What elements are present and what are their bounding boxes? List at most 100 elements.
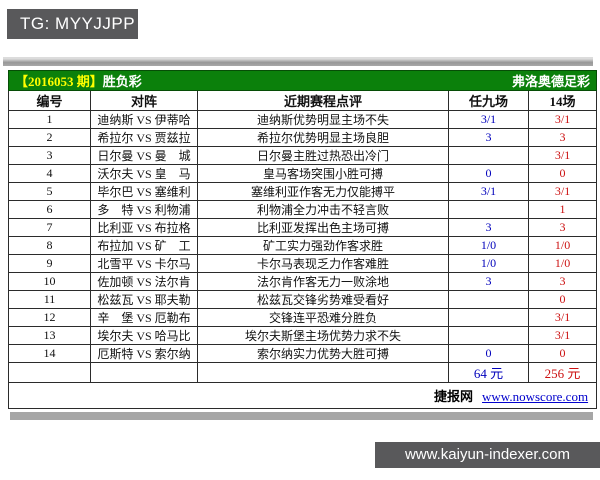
- table-row: 7 比利亚 VS 布拉格 比利亚发挥出色主场可搏 3 3: [8, 218, 598, 237]
- c14-pick-cell: 1/0: [527, 254, 598, 273]
- match-cell: 辛 堡 VS 厄勒布: [90, 308, 198, 327]
- site-name-label: 捷报网: [434, 389, 474, 404]
- no-cell: 1: [8, 110, 91, 129]
- table-row: 6 多 特 VS 利物浦 利物浦全力冲击不轻言败 1: [8, 200, 598, 219]
- ren9-pick-cell: 3/1: [448, 182, 529, 201]
- match-cell: 沃尔夫 VS 皇 马: [90, 164, 198, 183]
- totals-empty-comment: [197, 362, 449, 383]
- match-cell: 松兹瓦 VS 耶夫勒: [90, 290, 198, 309]
- comment-cell: 卡尔马表现乏力作客难胜: [197, 254, 449, 273]
- no-cell: 4: [8, 164, 91, 183]
- table-row: 3 日尔曼 VS 曼 城 日尔曼主胜过热恐出冷门 3/1: [8, 146, 598, 165]
- comment-cell: 索尔纳实力优势大胜可搏: [197, 344, 449, 363]
- table-row: 14 厄斯特 VS 索尔纳 索尔纳实力优势大胜可搏 0 0: [8, 344, 598, 363]
- no-cell: 10: [8, 272, 91, 291]
- table-row: 4 沃尔夫 VS 皇 马 皇马客场突围小胜可搏 0 0: [8, 164, 598, 183]
- comment-cell: 日尔曼主胜过热恐出冷门: [197, 146, 449, 165]
- no-cell: 5: [8, 182, 91, 201]
- no-cell: 8: [8, 236, 91, 255]
- ren9-pick-cell: [448, 290, 529, 309]
- c14-pick-cell: 1/0: [527, 236, 598, 255]
- table-row: 1 迪纳斯 VS 伊蒂哈 迪纳斯优势明显主场不失 3/1 3/1: [8, 110, 598, 129]
- c14-pick-cell: 3/1: [527, 182, 598, 201]
- table-row: 9 北雪平 VS 卡尔马 卡尔马表现乏力作客难胜 1/0 1/0: [8, 254, 598, 273]
- c14-pick-cell: 3/1: [527, 146, 598, 165]
- comment-cell: 埃尔夫斯堡主场优势力求不失: [197, 326, 449, 345]
- telegram-watermark: TG: MYYJJPP: [7, 9, 138, 39]
- comment-cell: 比利亚发挥出色主场可搏: [197, 218, 449, 237]
- match-cell: 多 特 VS 利物浦: [90, 200, 198, 219]
- match-cell: 佐加顿 VS 法尔肯: [90, 272, 198, 291]
- no-cell: 6: [8, 200, 91, 219]
- match-cell: 比利亚 VS 布拉格: [90, 218, 198, 237]
- table-row: 5 毕尔巴 VS 塞维利 塞维利亚作客无力仅能搏平 3/1 3/1: [8, 182, 598, 201]
- ren9-pick-cell: 3: [448, 218, 529, 237]
- table-title-bar: 【2016053 期】胜负彩 弗洛奥德足彩: [7, 70, 598, 91]
- ren9-pick-cell: 0: [448, 344, 529, 363]
- col-header-match: 对阵: [90, 90, 198, 111]
- no-cell: 2: [8, 128, 91, 147]
- c14-pick-cell: 3/1: [527, 110, 598, 129]
- c14-pick-cell: 3/1: [527, 326, 598, 345]
- no-cell: 11: [8, 290, 91, 309]
- match-cell: 北雪平 VS 卡尔马: [90, 254, 198, 273]
- match-cell: 希拉尔 VS 贾兹拉: [90, 128, 198, 147]
- top-divider-bar: [3, 57, 593, 66]
- totals-empty-match: [90, 362, 198, 383]
- table-row: 2 希拉尔 VS 贾兹拉 希拉尔优势明显主场良胆 3 3: [8, 128, 598, 147]
- c14-pick-cell: 0: [527, 164, 598, 183]
- col-header-comment: 近期赛程点评: [197, 90, 449, 111]
- table-row: 8 布拉加 VS 矿 工 矿工实力强劲作客求胜 1/0 1/0: [8, 236, 598, 255]
- ren9-pick-cell: [448, 308, 529, 327]
- match-cell: 毕尔巴 VS 塞维利: [90, 182, 198, 201]
- title-bar-cell: 【2016053 期】胜负彩 弗洛奥德足彩: [7, 70, 598, 91]
- bottom-divider-bar: [10, 412, 593, 420]
- c14-pick-cell: 0: [527, 344, 598, 363]
- c14-price: 256 元: [527, 362, 598, 383]
- no-cell: 3: [8, 146, 91, 165]
- table-footer-row: 捷报网 www.nowscore.com: [7, 382, 598, 409]
- comment-cell: 法尔肯作客无力一败涂地: [197, 272, 449, 291]
- c14-pick-cell: 3/1: [527, 308, 598, 327]
- c14-pick-cell: 1: [527, 200, 598, 219]
- no-cell: 13: [8, 326, 91, 345]
- table-header-row: 编号 对阵 近期赛程点评 任九场 14场: [8, 90, 598, 111]
- comment-cell: 塞维利亚作客无力仅能搏平: [197, 182, 449, 201]
- no-cell: 7: [8, 218, 91, 237]
- col-header-no: 编号: [8, 90, 91, 111]
- ren9-pick-cell: [448, 146, 529, 165]
- table-row: 13 埃尔夫 VS 哈马比 埃尔夫斯堡主场优势力求不失 3/1: [8, 326, 598, 345]
- totals-empty-no: [8, 362, 91, 383]
- c14-pick-cell: 3: [527, 272, 598, 291]
- match-cell: 迪纳斯 VS 伊蒂哈: [90, 110, 198, 129]
- totals-row: 64 元 256 元: [8, 362, 598, 383]
- kaiyun-watermark: www.kaiyun-indexer.com: [375, 442, 600, 468]
- match-cell: 布拉加 VS 矿 工: [90, 236, 198, 255]
- c14-pick-cell: 3: [527, 128, 598, 147]
- c14-pick-cell: 0: [527, 290, 598, 309]
- match-cell: 日尔曼 VS 曼 城: [90, 146, 198, 165]
- table-row: 12 辛 堡 VS 厄勒布 交锋连平恐难分胜负 3/1: [8, 308, 598, 327]
- col-header-14: 14场: [527, 90, 598, 111]
- match-cell: 埃尔夫 VS 哈马比: [90, 326, 198, 345]
- ren9-pick-cell: 1/0: [448, 254, 529, 273]
- comment-cell: 松兹瓦交锋劣势难受看好: [197, 290, 449, 309]
- comment-cell: 皇马客场突围小胜可搏: [197, 164, 449, 183]
- col-header-ren9: 任九场: [448, 90, 529, 111]
- comment-cell: 希拉尔优势明显主场良胆: [197, 128, 449, 147]
- ren9-pick-cell: 3: [448, 272, 529, 291]
- comment-cell: 矿工实力强劲作客求胜: [197, 236, 449, 255]
- comment-cell: 交锋连平恐难分胜负: [197, 308, 449, 327]
- ren9-pick-cell: 3: [448, 128, 529, 147]
- no-cell: 14: [8, 344, 91, 363]
- lottery-issue-title: 【2016053 期】胜负彩: [15, 72, 142, 90]
- no-cell: 9: [8, 254, 91, 273]
- comment-cell: 迪纳斯优势明显主场不失: [197, 110, 449, 129]
- footer-cell: 捷报网 www.nowscore.com: [7, 382, 598, 409]
- issue-number: 【2016053 期】: [15, 74, 103, 89]
- ren9-pick-cell: [448, 200, 529, 219]
- ren9-price: 64 元: [448, 362, 529, 383]
- nowscore-link[interactable]: www.nowscore.com: [482, 389, 589, 404]
- lottery-name: 胜负彩: [102, 74, 142, 89]
- prediction-table: 【2016053 期】胜负彩 弗洛奥德足彩 编号 对阵 近期赛程点评 任九场 1…: [7, 70, 598, 409]
